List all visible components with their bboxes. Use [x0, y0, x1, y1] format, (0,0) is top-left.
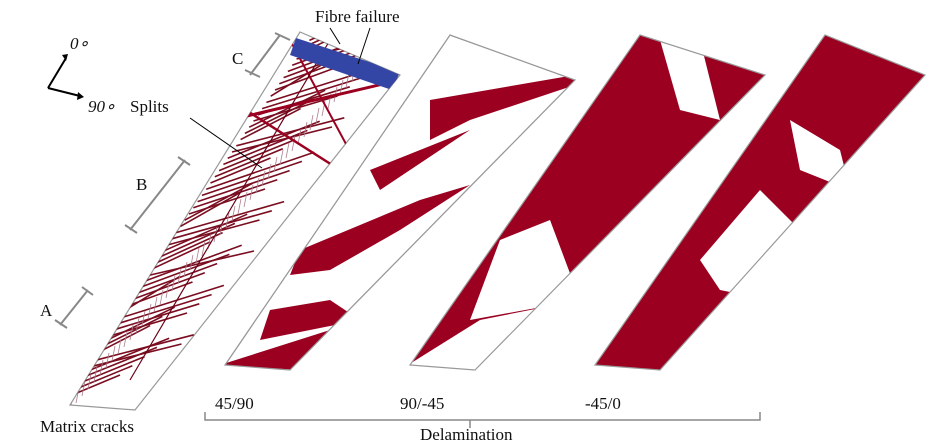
bracket [55, 287, 93, 328]
bracket [125, 157, 190, 233]
interface-label: 90/-45 [400, 394, 444, 413]
figure: 0∘ 90∘ Fibre failure C Splits B A Matrix… [0, 0, 934, 444]
interface-label: -45/0 [585, 394, 621, 413]
interface-label: 45/90 [215, 394, 254, 413]
label: C [232, 49, 243, 68]
pointer [358, 28, 370, 64]
label: Splits [130, 97, 169, 116]
label: B [136, 175, 147, 194]
angle-label: 0∘ [70, 34, 89, 53]
label: Fibre failure [315, 7, 400, 26]
group-label: Delamination [420, 425, 513, 444]
pointer [330, 28, 340, 44]
label: Matrix cracks [40, 417, 134, 436]
angle-label: 90∘ [88, 97, 116, 116]
orientation: 0∘ 90∘ [48, 34, 116, 116]
label: A [40, 301, 53, 320]
